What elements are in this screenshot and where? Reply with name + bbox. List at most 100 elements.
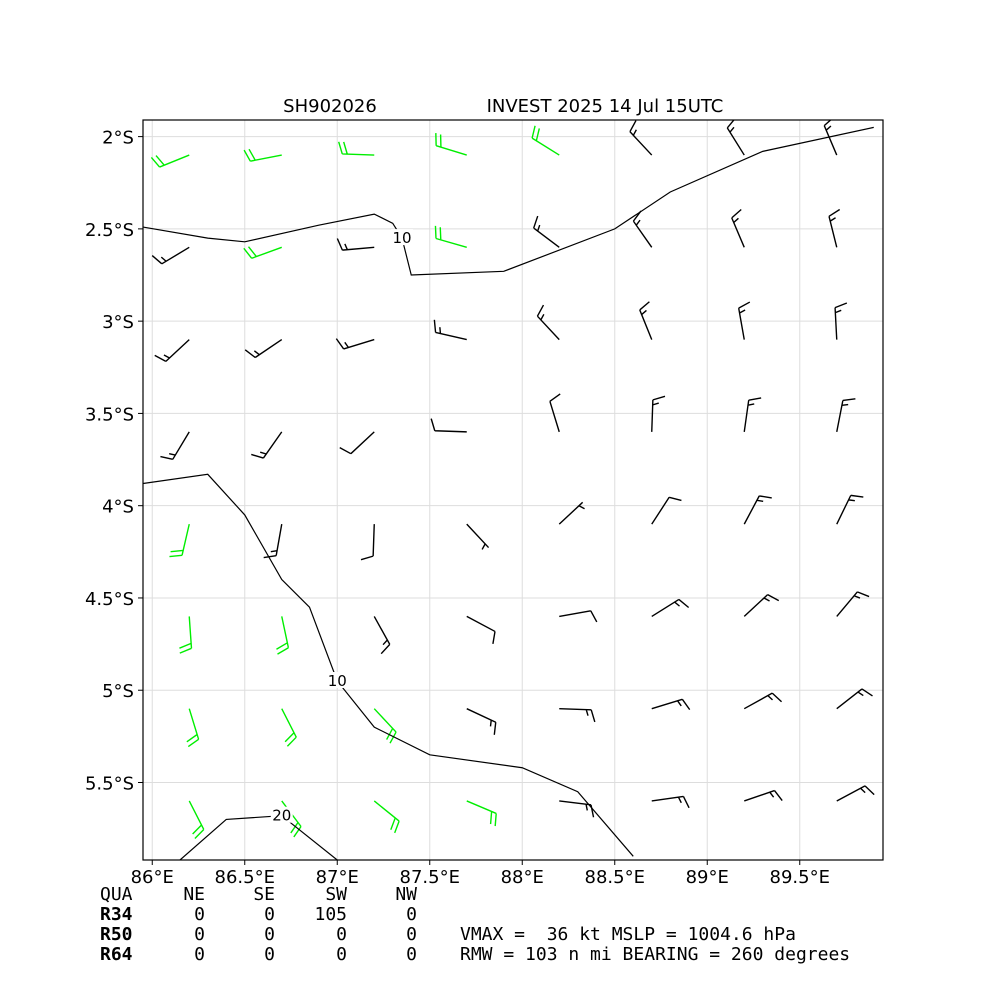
wind-barb — [743, 397, 762, 432]
x-tick-label: 88.5°E — [585, 867, 645, 888]
wind-barb — [731, 208, 745, 248]
title-right: INVEST 2025 14 Jul 15UTC — [487, 96, 724, 117]
wind-barb — [336, 238, 375, 251]
wind-barb — [559, 707, 596, 723]
wind-barb — [536, 304, 560, 341]
wind-barb — [243, 246, 282, 259]
wind-barb — [836, 785, 875, 802]
wind-barb — [435, 133, 467, 156]
plot-frame — [142, 119, 884, 861]
wind-barb — [558, 501, 585, 525]
wind-barb — [836, 494, 864, 525]
wind-barb — [276, 616, 290, 655]
table-cell: 105 — [314, 904, 347, 925]
x-tick-label: 88°E — [501, 867, 544, 888]
wind-barb — [559, 610, 598, 623]
wind-barb — [243, 148, 282, 162]
row-label: R64 — [100, 944, 133, 965]
y-tick-label: 3°S — [102, 312, 134, 333]
wind-barb — [434, 225, 467, 249]
y-tick-label: 4.5°S — [85, 589, 134, 610]
x-tick-label: 89°E — [686, 867, 729, 888]
wind-barb — [150, 154, 190, 168]
wind-barb — [466, 523, 490, 550]
wind-barb — [549, 393, 561, 433]
table-cell: 0 — [264, 944, 275, 965]
wind-barb — [188, 800, 205, 839]
x-tick-label: 86.5°E — [215, 867, 275, 888]
wind-barb — [651, 496, 682, 525]
wind-barb — [339, 431, 375, 455]
label-bg — [270, 806, 293, 823]
title-left: SH902026 — [283, 96, 377, 117]
wind-barb — [335, 338, 375, 350]
label-bg — [326, 671, 349, 688]
wind-barb — [836, 591, 870, 617]
y-tick-label: 2.5°S — [85, 220, 134, 241]
wind-barb — [373, 708, 397, 744]
wind-barb — [186, 708, 200, 748]
wind-barb — [836, 398, 856, 433]
table-cell: 0 — [336, 924, 347, 945]
info-line: RMW = 103 n mi BEARING = 260 degrees — [460, 944, 850, 965]
wind-barb — [466, 800, 497, 827]
table-cell: 0 — [406, 904, 417, 925]
wind-barb — [533, 215, 560, 248]
wind-barb — [738, 301, 751, 340]
y-tick-label: 2°S — [102, 128, 134, 149]
label-bg — [391, 229, 413, 246]
wind-barb — [373, 616, 391, 655]
y-tick-label: 5°S — [102, 681, 134, 702]
table-cell: 0 — [194, 924, 205, 945]
wind-barb — [466, 708, 497, 735]
table-cell: 0 — [406, 944, 417, 965]
y-tick-label: 5.5°S — [85, 773, 134, 794]
table-cell: 0 — [194, 944, 205, 965]
contour-label: 10 — [392, 229, 411, 247]
wind-barb — [823, 120, 838, 156]
x-tick-label: 87°E — [316, 867, 359, 888]
info-line: VMAX = 36 kt MSLP = 1004.6 hPa — [460, 924, 796, 945]
wind-barb — [373, 800, 400, 834]
wind-barb — [338, 141, 375, 156]
table-cell: 0 — [264, 924, 275, 945]
wind-barb — [360, 524, 375, 561]
isotach-contour — [179, 815, 338, 860]
table-cell: 0 — [264, 904, 275, 925]
wind-barb — [430, 418, 467, 433]
wind-barb — [836, 688, 873, 710]
x-tick-label: 87.5°E — [400, 867, 460, 888]
wind-barb — [744, 789, 783, 802]
table-header: QUA — [100, 884, 133, 905]
table-header: NW — [395, 884, 417, 905]
wind-barb — [179, 616, 193, 654]
wind-barb — [639, 301, 653, 340]
wind-barb — [834, 302, 848, 340]
table-header: NE — [183, 884, 205, 905]
table-cell: 0 — [194, 904, 205, 925]
wind-barb — [828, 208, 841, 248]
wind-barb — [160, 431, 190, 460]
wind-barb — [466, 615, 496, 645]
wind-barb — [651, 698, 691, 711]
wind-barb — [743, 692, 783, 710]
plot-area: 10 10 20 — [143, 120, 875, 860]
wind-barb — [169, 523, 190, 558]
contour-label: 20 — [272, 807, 291, 825]
wind-barb — [629, 120, 653, 156]
wind-barb — [244, 339, 283, 359]
wind-barb — [651, 598, 690, 618]
table-header: SW — [325, 884, 347, 905]
wind-barb — [154, 339, 190, 363]
wind-barb — [743, 593, 780, 617]
wind-barb — [263, 524, 283, 559]
wind-barb — [651, 795, 690, 809]
wind-barb — [251, 431, 283, 459]
row-label: R34 — [100, 904, 133, 925]
y-tick-label: 4°S — [102, 497, 134, 518]
row-label: R50 — [100, 924, 133, 945]
x-tick-label: 89.5°E — [770, 867, 830, 888]
